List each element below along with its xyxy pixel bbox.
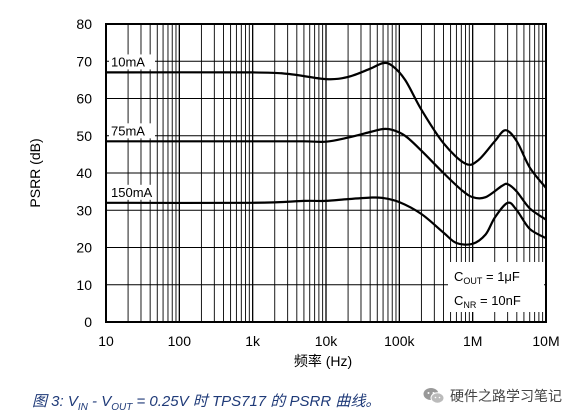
series-label-background — [109, 184, 155, 200]
series-label-background — [109, 123, 155, 139]
y-tick-label: 0 — [84, 314, 92, 330]
y-tick-label: 30 — [76, 202, 92, 218]
x-tick-label: 100 — [168, 333, 192, 349]
y-tick-label: 40 — [76, 165, 92, 181]
y-tick-label: 50 — [76, 128, 92, 144]
x-tick-label: 1M — [463, 333, 482, 349]
y-tick-label: 80 — [76, 16, 92, 32]
x-tick-label: 10M — [532, 333, 559, 349]
x-tick-label: 10 — [98, 333, 114, 349]
y-tick-label: 60 — [76, 91, 92, 107]
watermark: 硬件之路学习笔记 — [423, 386, 562, 406]
series-label: 150mA — [111, 185, 153, 200]
annotation-box: COUT = 1μF CNR = 10nF — [448, 262, 544, 312]
watermark-text: 硬件之路学习笔记 — [450, 389, 562, 405]
series-label: 10mA — [111, 54, 145, 69]
x-axis-label: 频率 (Hz) — [294, 353, 352, 369]
annotation-background — [448, 262, 544, 312]
figure-caption: 图 3: VIN - VOUT = 0.25V 时 TPS717 的 PSRR … — [32, 393, 381, 413]
series-line-75mA — [106, 127, 547, 221]
plot-frame — [105, 23, 547, 323]
x-tick-label: 100k — [384, 333, 415, 349]
y-tick-label: 20 — [76, 240, 92, 256]
cout-annotation: COUT = 1μF — [454, 269, 520, 286]
tick-labels: 0 10 20 30 40 50 60 70 80 10 100 1k 10k 100k 1M 10M — [76, 16, 559, 349]
y-axis-label: PSRR (dB) — [27, 138, 43, 207]
cnr-annotation: CNR = 10nF — [454, 293, 521, 310]
series-label-background — [109, 54, 155, 70]
y-tick-label: 70 — [76, 53, 92, 69]
y-tick-label: 10 — [76, 277, 92, 293]
wechat-icon — [423, 388, 445, 404]
series-layer: 10mA 75mA 150mA — [105, 54, 547, 246]
series-label: 75mA — [111, 123, 145, 138]
x-tick-label: 1k — [245, 333, 261, 349]
series-line-150mA — [105, 196, 547, 246]
x-tick-label: 10k — [315, 333, 339, 349]
psrr-chart: 10mA 75mA 150mA 0 10 20 30 40 50 60 70 80 10 100 1k 10… — [27, 16, 560, 369]
series-line-10mA — [105, 61, 547, 189]
